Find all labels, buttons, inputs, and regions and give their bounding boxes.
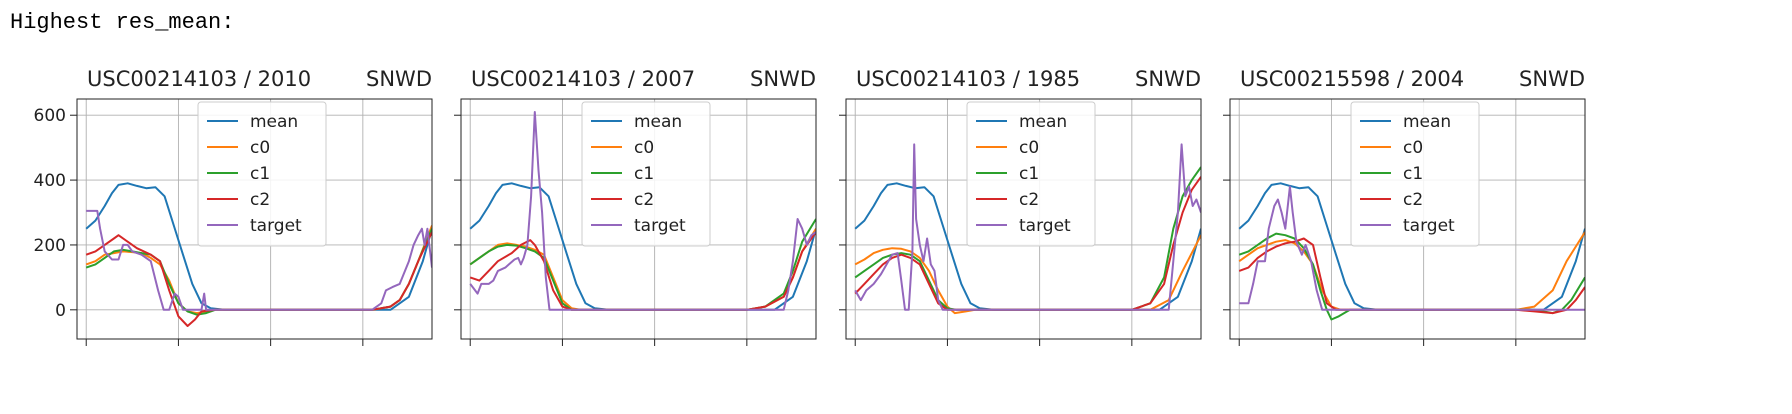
chart-title-right: SNWD — [750, 67, 816, 91]
legend-label-c1: c1 — [1019, 164, 1039, 184]
chart-panel-3: USC00214103 / 1985 SNWD mean c0 c1 c2 target — [839, 67, 1202, 346]
legend-label-c0: c0 — [1019, 138, 1039, 158]
series-line-c1 — [469, 218, 816, 311]
legend-label-c1: c1 — [634, 164, 654, 184]
legend-label-c1: c1 — [1403, 164, 1423, 184]
legend-label-c0: c0 — [1403, 138, 1423, 158]
y-tick-label: 400 — [34, 171, 66, 191]
plot-frame — [845, 98, 1202, 340]
chart-title: USC00214103 / 1985 — [856, 67, 1080, 91]
series-line-c2 — [1238, 237, 1585, 315]
chart-title-right: SNWD — [366, 67, 432, 91]
series-line-c2 — [469, 231, 816, 311]
legend-label-c2: c2 — [1019, 190, 1039, 210]
series-line-target — [86, 209, 432, 311]
legend-label-c2: c2 — [1403, 190, 1423, 210]
legend: mean c0 c1 c2 target — [197, 101, 327, 247]
chart-panel-4: USC00215598 / 2004 SNWD mean c0 c1 c2 target — [1223, 67, 1586, 346]
plot-frame — [460, 98, 817, 340]
legend-box — [966, 101, 1096, 247]
series-line-target — [854, 143, 1201, 311]
series-line-target — [469, 111, 816, 311]
legend-label-c2: c2 — [634, 190, 654, 210]
legend: mean c0 c1 c2 target — [581, 101, 711, 247]
legend-label-c2: c2 — [250, 190, 270, 210]
series-line-c2 — [85, 231, 432, 327]
legend-box — [581, 101, 711, 247]
plot-frame — [1229, 98, 1586, 340]
y-tick-label: 200 — [34, 236, 66, 256]
legend-label-c0: c0 — [634, 138, 654, 158]
chart-panel-2: USC00214103 / 2007 SNWD mean c0 c1 c2 target — [454, 67, 817, 346]
series-line-c0 — [854, 234, 1201, 315]
legend-box — [1350, 101, 1480, 247]
legend: mean c0 c1 c2 target — [966, 101, 1096, 247]
chart-title: USC00215598 / 2004 — [1240, 67, 1464, 91]
legend-label-mean: mean — [1019, 112, 1067, 132]
y-tick-label: 0 — [55, 301, 66, 321]
legend-label-mean: mean — [250, 112, 298, 132]
legend-label-target: target — [1403, 216, 1455, 236]
legend: mean c0 c1 c2 target — [1350, 101, 1480, 247]
legend-label-c0: c0 — [250, 138, 270, 158]
legend-box — [197, 101, 327, 247]
chart-panel-1: 0 200 400 600 USC00214103 / 2010 SNWD mean c0 c1… — [34, 67, 433, 346]
chart-title: USC00214103 / 2010 — [87, 67, 311, 91]
chart-title-right: SNWD — [1519, 67, 1585, 91]
legend-label-mean: mean — [634, 112, 682, 132]
legend-label-c1: c1 — [250, 164, 270, 184]
y-tick-label: 600 — [34, 106, 66, 126]
legend-label-target: target — [634, 216, 686, 236]
plot-frame — [76, 98, 433, 340]
chart-title: USC00214103 / 2007 — [471, 67, 695, 91]
legend-label-mean: mean — [1403, 112, 1451, 132]
series-line-target — [1239, 185, 1585, 311]
chart-title-right: SNWD — [1135, 67, 1201, 91]
legend-label-target: target — [1019, 216, 1071, 236]
legend-label-target: target — [250, 216, 302, 236]
section-heading: Highest res_mean: — [10, 10, 235, 35]
